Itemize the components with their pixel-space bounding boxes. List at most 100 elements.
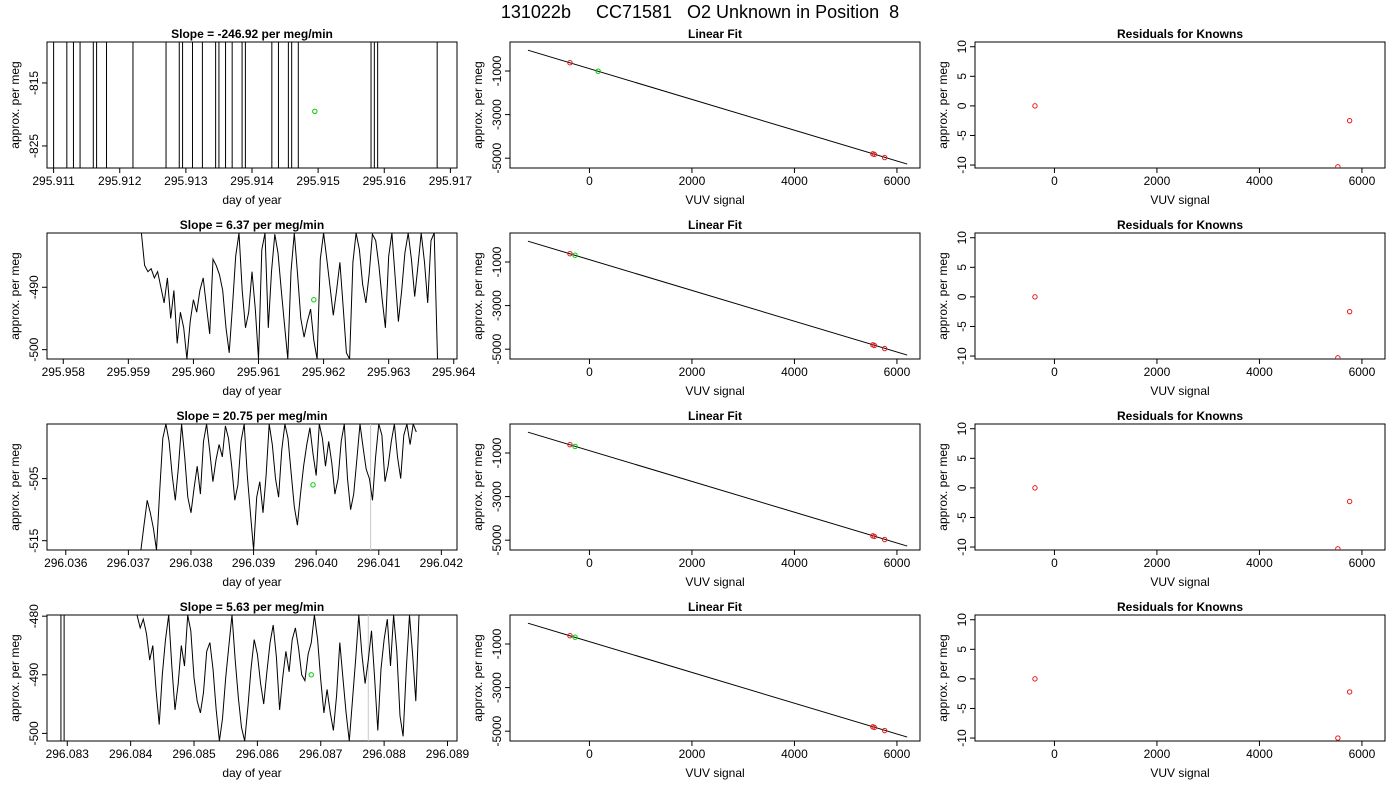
x-tick-label: 296.089: [426, 747, 470, 761]
x-tick-label: 295.958: [42, 365, 86, 379]
y-tick-label: -5000: [490, 334, 504, 365]
y-axis-label: approx. per meg: [936, 252, 950, 339]
plot-area: [60, 615, 420, 741]
x-tick-label: 296.084: [109, 747, 153, 761]
known-point: [1346, 498, 1353, 505]
chart-title: Slope = -246.92 per meg/min: [171, 27, 333, 41]
plot-frame: [509, 614, 921, 742]
x-tick-label: 0: [1051, 174, 1058, 188]
row2-time-series-panel: Slope = 6.37 per meg/min 295.958 295.959 29…: [8, 218, 476, 398]
y-axis-label: approx. per meg: [471, 443, 485, 530]
x-tick-label: 295.963: [367, 365, 411, 379]
y-tick-label: 5: [955, 646, 969, 653]
known-point: [1335, 355, 1341, 359]
plot-frame: [974, 41, 1386, 169]
y-tick-label: -490: [27, 662, 41, 686]
fit-line: [527, 431, 908, 547]
x-tick-label: 4000: [1246, 365, 1273, 379]
known-point: [881, 345, 888, 352]
plot-frame: [46, 41, 458, 169]
x-tick-label: 295.911: [32, 174, 75, 188]
y-tick-label: -3000: [490, 672, 504, 703]
unknown-point: [572, 252, 578, 258]
y-axis-label: approx. per meg: [936, 443, 950, 530]
row4-linear-fit-panel: Linear Fit 0 2000 4000 6000 -5000 -3000 -1000 VU…: [471, 600, 921, 780]
chart-title: Residuals for Knowns: [1117, 27, 1243, 41]
known-point: [871, 151, 878, 158]
x-tick-label: 295.960: [172, 365, 216, 379]
unknown-point: [312, 108, 318, 115]
plot-frame: [509, 41, 921, 169]
known-point: [1346, 689, 1353, 695]
x-tick-label: 296.088: [362, 747, 406, 761]
x-axis-label: day of year: [222, 575, 281, 589]
x-tick-label: 6000: [884, 174, 911, 188]
x-tick-label: 296.087: [299, 747, 343, 761]
x-tick-label: 4000: [781, 174, 808, 188]
unknown-point: [311, 297, 317, 303]
y-tick-label: -10: [955, 347, 969, 365]
plot-area: [527, 431, 908, 547]
row3-time-series-panel: Slope = 20.75 per meg/min 296.036 296.037 2…: [8, 409, 463, 589]
y-tick-label: -505: [27, 466, 41, 490]
x-tick-label: 296.036: [44, 556, 88, 570]
x-tick-label: 6000: [1349, 747, 1376, 761]
figure-title: 131022b CC71581 O2 Unknown in Position 8: [500, 2, 900, 22]
unknown-point: [572, 634, 578, 640]
x-tick-label: 296.039: [232, 556, 276, 570]
plot-area: [527, 622, 908, 738]
known-point: [871, 533, 878, 540]
y-tick-label: -5000: [490, 525, 504, 556]
chart-title: Linear Fit: [688, 218, 742, 232]
chart-title: Residuals for Knowns: [1117, 409, 1243, 423]
known-point: [1032, 294, 1038, 300]
data-series-line: [140, 424, 417, 550]
x-tick-label: 0: [1051, 556, 1058, 570]
x-axis-label: VUV signal: [685, 384, 744, 398]
x-tick-label: 2000: [679, 174, 706, 188]
known-point: [567, 442, 573, 448]
x-tick-label: 295.964: [432, 365, 476, 379]
x-tick-label: 2000: [1144, 174, 1171, 188]
y-tick-label: -5: [955, 512, 969, 523]
chart-title: Residuals for Knowns: [1117, 600, 1243, 614]
x-tick-label: 295.916: [363, 174, 407, 188]
unknown-point: [595, 68, 601, 74]
y-tick-label: -5000: [490, 716, 504, 747]
y-tick-label: -5: [955, 703, 969, 714]
known-point: [1346, 117, 1353, 124]
y-tick-label: -515: [27, 528, 41, 552]
x-tick-label: 295.962: [302, 365, 346, 379]
y-axis-label: approx. per meg: [8, 443, 22, 530]
row4-time-series-panel: Slope = 5.63 per meg/min 296.083 296.084 29…: [8, 600, 470, 780]
x-tick-label: 4000: [781, 365, 808, 379]
known-point: [567, 60, 573, 66]
chart-title: Linear Fit: [688, 409, 742, 423]
x-tick-label: 296.086: [236, 747, 280, 761]
y-axis-label: approx. per meg: [471, 634, 485, 721]
x-tick-label: 4000: [1246, 747, 1273, 761]
known-point: [881, 727, 888, 734]
plot-area: [140, 424, 417, 550]
x-tick-label: 6000: [1349, 556, 1376, 570]
y-tick-label: -3000: [490, 481, 504, 512]
fit-line: [527, 49, 908, 165]
x-tick-label: 295.961: [237, 365, 281, 379]
unknown-point: [310, 482, 316, 488]
y-axis-label: approx. per meg: [8, 61, 22, 148]
x-tick-label: 296.042: [420, 556, 464, 570]
x-tick-label: 295.917: [429, 174, 473, 188]
data-series-line: [136, 615, 420, 741]
x-axis-label: VUV signal: [1150, 766, 1209, 780]
plot-area: [1032, 103, 1353, 168]
y-tick-label: -480: [27, 604, 41, 628]
known-point: [871, 724, 878, 731]
row1-linear-fit-panel: Linear Fit 0 2000 4000 6000 -5000 -3000 -1000 VU…: [471, 27, 921, 207]
y-tick-label: 10: [955, 422, 969, 436]
x-tick-label: 4000: [1246, 556, 1273, 570]
plot-frame: [974, 423, 1386, 551]
row3-residuals-panel: Residuals for Knowns 0 2000 4000 6000 -10 -5 0 5…: [936, 409, 1386, 589]
x-tick-label: 296.041: [357, 556, 401, 570]
x-tick-label: 4000: [1246, 174, 1273, 188]
y-tick-label: -1000: [490, 628, 504, 659]
